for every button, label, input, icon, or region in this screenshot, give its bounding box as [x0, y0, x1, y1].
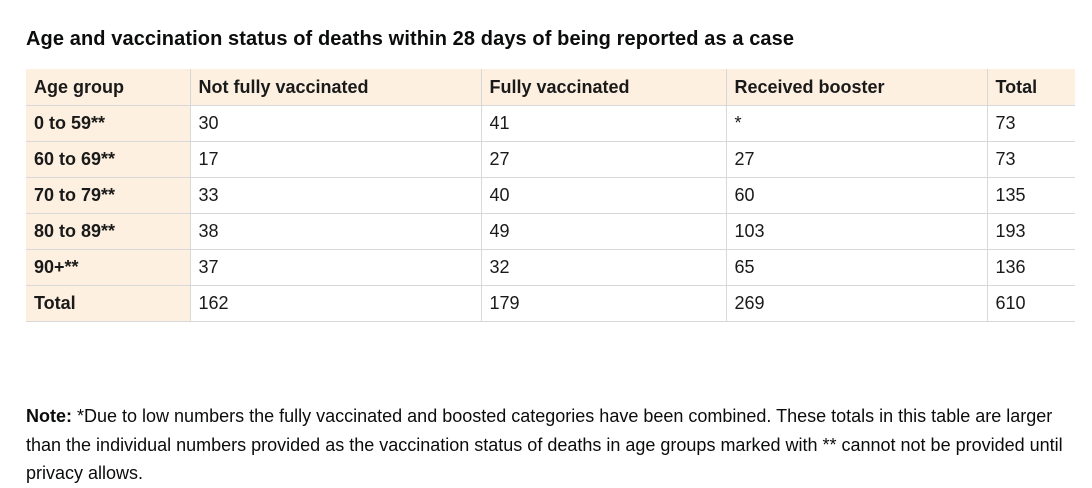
table-cell: 103	[725, 213, 987, 250]
page-title: Age and vaccination status of deaths wit…	[26, 27, 795, 50]
table-cell: 41	[480, 105, 726, 142]
row-label: 60 to 69**	[26, 141, 190, 178]
table-cell: 65	[725, 249, 987, 286]
table-row: 80 to 89** 38 49 103 193	[26, 213, 1075, 250]
table-cell: 17	[189, 141, 481, 178]
note-label: Note:	[26, 406, 72, 426]
row-label: Total	[26, 285, 190, 322]
table-row-total: Total 162 179 269 610	[26, 285, 1075, 322]
column-header-total: Total	[986, 69, 1075, 106]
table-cell: 30	[189, 105, 481, 142]
table-cell: 269	[725, 285, 987, 322]
row-label: 80 to 89**	[26, 213, 190, 250]
table-cell: 40	[480, 177, 726, 214]
table-footnote: Note: *Due to low numbers the fully vacc…	[26, 402, 1071, 488]
table-cell: 32	[480, 249, 726, 286]
table-header-row: Age group Not fully vaccinated Fully vac…	[26, 69, 1075, 106]
table-cell: 49	[480, 213, 726, 250]
row-label: 0 to 59**	[26, 105, 190, 142]
table-cell: 135	[986, 177, 1075, 214]
table-cell: 33	[189, 177, 481, 214]
table-row: 0 to 59** 30 41 * 73	[26, 105, 1075, 142]
table-row: 70 to 79** 33 40 60 135	[26, 177, 1075, 214]
table-cell: 27	[725, 141, 987, 178]
row-label: 70 to 79**	[26, 177, 190, 214]
table-cell: 193	[986, 213, 1075, 250]
table-cell: 73	[986, 141, 1075, 178]
deaths-table: Age group Not fully vaccinated Fully vac…	[26, 69, 1075, 322]
note-text: *Due to low numbers the fully vaccinated…	[26, 406, 1063, 483]
table-cell: 73	[986, 105, 1075, 142]
column-header-received-booster: Received booster	[725, 69, 987, 106]
table-cell: 179	[480, 285, 726, 322]
table-cell: *	[725, 105, 987, 142]
table-cell: 162	[189, 285, 481, 322]
deaths-table-container: Age group Not fully vaccinated Fully vac…	[26, 69, 1075, 322]
table-row: 60 to 69** 17 27 27 73	[26, 141, 1075, 178]
table-cell: 37	[189, 249, 481, 286]
table-cell: 27	[480, 141, 726, 178]
column-header-fully-vaccinated: Fully vaccinated	[480, 69, 726, 106]
table-cell: 38	[189, 213, 481, 250]
table-cell: 60	[725, 177, 987, 214]
table-cell: 610	[986, 285, 1075, 322]
table-cell: 136	[986, 249, 1075, 286]
row-label: 90+**	[26, 249, 190, 286]
column-header-age-group: Age group	[26, 69, 190, 106]
column-header-not-fully-vaccinated: Not fully vaccinated	[189, 69, 481, 106]
table-row: 90+** 37 32 65 136	[26, 249, 1075, 286]
